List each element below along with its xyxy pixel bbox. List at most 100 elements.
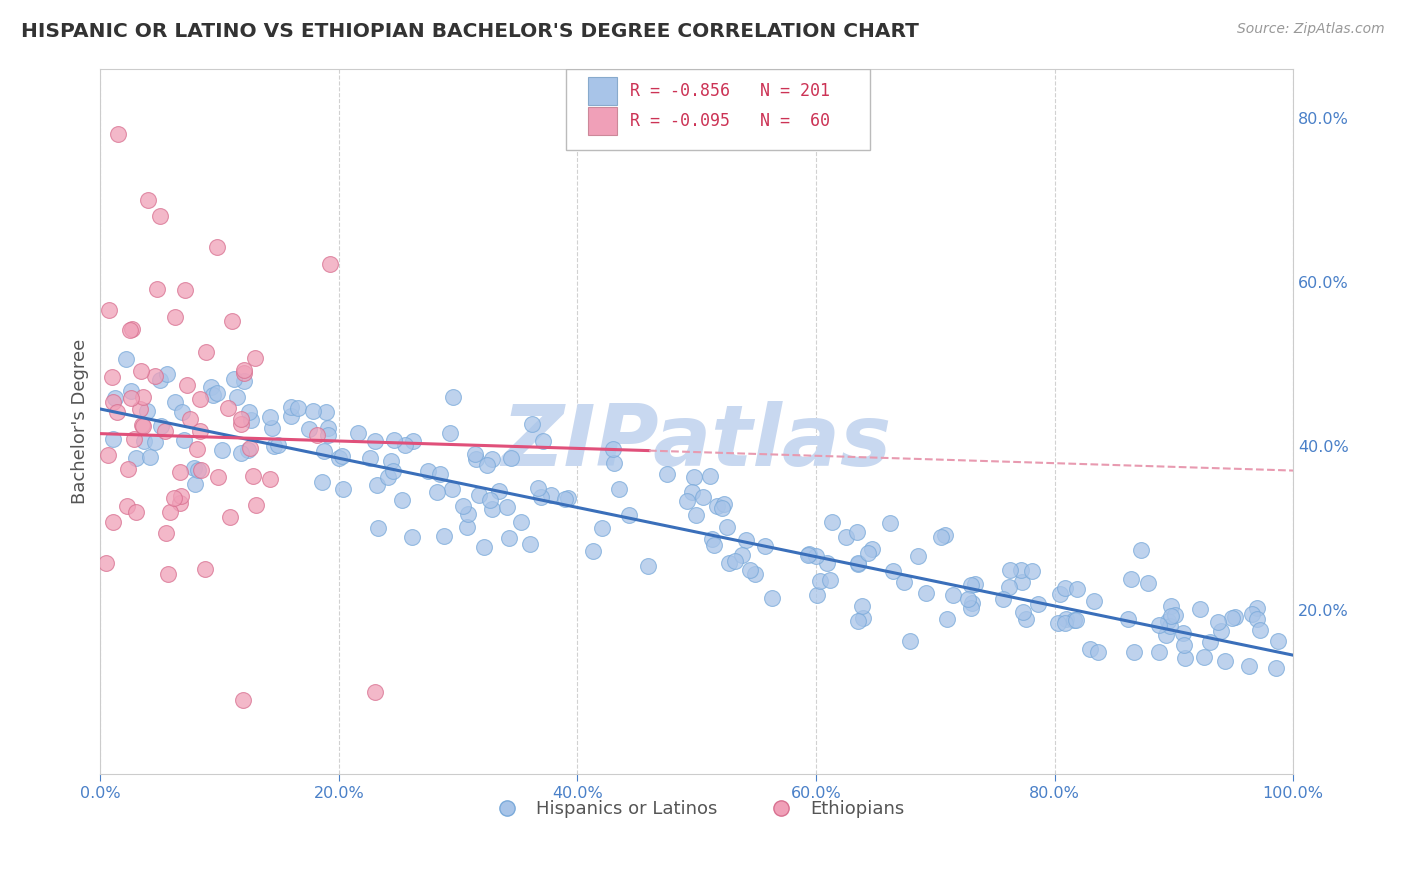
Point	[238, 405, 260, 419]
Point	[139, 450, 162, 465]
Point	[520, 417, 543, 431]
Point	[602, 457, 624, 471]
Point	[207, 470, 229, 484]
Point	[706, 499, 728, 513]
Point	[367, 521, 389, 535]
Point	[821, 516, 844, 530]
Point	[402, 434, 425, 448]
Point	[169, 465, 191, 479]
Point	[125, 505, 148, 519]
Point	[716, 519, 738, 533]
Point	[103, 391, 125, 405]
Point	[879, 516, 901, 530]
Point	[1087, 645, 1109, 659]
Point	[298, 422, 321, 436]
Point	[100, 370, 122, 384]
Point	[498, 532, 520, 546]
Point	[934, 527, 956, 541]
Point	[179, 412, 201, 426]
Point	[557, 491, 579, 506]
Point	[1078, 642, 1101, 657]
Text: Source: ZipAtlas.com: Source: ZipAtlas.com	[1237, 22, 1385, 37]
Point	[239, 441, 262, 455]
Point	[998, 580, 1021, 594]
Point	[156, 368, 179, 382]
Point	[1154, 628, 1177, 642]
Point	[488, 483, 510, 498]
Point	[1249, 623, 1271, 637]
Point	[221, 314, 243, 328]
Point	[959, 600, 981, 615]
Point	[956, 591, 979, 606]
Point	[1049, 587, 1071, 601]
Point	[681, 484, 703, 499]
Point	[1136, 575, 1159, 590]
Point	[186, 442, 208, 456]
Point	[219, 509, 242, 524]
Point	[188, 424, 211, 438]
Point	[394, 437, 416, 451]
Point	[481, 452, 503, 467]
Point	[835, 530, 858, 544]
Point	[315, 405, 337, 419]
Point	[456, 520, 478, 534]
Point	[240, 413, 263, 427]
Point	[496, 500, 519, 515]
Point	[960, 596, 983, 610]
Point	[263, 439, 285, 453]
Point	[845, 524, 868, 539]
Point	[439, 426, 461, 441]
Point	[602, 442, 624, 456]
Point	[231, 411, 253, 425]
Point	[960, 578, 983, 592]
Point	[190, 463, 212, 477]
FancyBboxPatch shape	[588, 107, 617, 135]
Point	[207, 239, 229, 253]
Point	[963, 577, 986, 591]
Point	[382, 433, 405, 447]
Point	[935, 612, 957, 626]
Point	[107, 127, 129, 141]
Point	[1267, 633, 1289, 648]
Point	[131, 417, 153, 432]
Point	[1160, 608, 1182, 623]
Point	[101, 515, 124, 529]
Point	[115, 352, 138, 367]
Point	[530, 490, 553, 504]
Point	[799, 547, 821, 561]
Point	[1054, 612, 1077, 626]
Point	[1015, 612, 1038, 626]
Point	[711, 500, 734, 515]
Point	[194, 562, 217, 576]
Point	[846, 614, 869, 628]
Point	[893, 575, 915, 590]
Point	[846, 556, 869, 570]
Point	[328, 450, 350, 465]
Point	[183, 461, 205, 475]
Point	[1116, 612, 1139, 626]
Point	[1010, 563, 1032, 577]
Point	[1211, 624, 1233, 638]
Point	[165, 394, 187, 409]
Point	[591, 521, 613, 535]
Point	[754, 540, 776, 554]
Point	[97, 448, 120, 462]
Point	[1159, 619, 1181, 633]
Point	[311, 475, 333, 489]
Point	[676, 494, 699, 508]
Point	[1223, 609, 1246, 624]
Point	[132, 419, 155, 434]
Point	[280, 400, 302, 414]
Point	[232, 693, 254, 707]
Point	[105, 405, 128, 419]
Point	[472, 541, 495, 555]
Point	[655, 467, 678, 482]
Point	[205, 386, 228, 401]
Point	[519, 537, 541, 551]
Point	[122, 432, 145, 446]
Point	[170, 490, 193, 504]
Point	[117, 462, 139, 476]
Point	[527, 481, 550, 495]
Point	[101, 394, 124, 409]
Legend: Hispanics or Latinos, Ethiopians: Hispanics or Latinos, Ethiopians	[482, 793, 911, 825]
